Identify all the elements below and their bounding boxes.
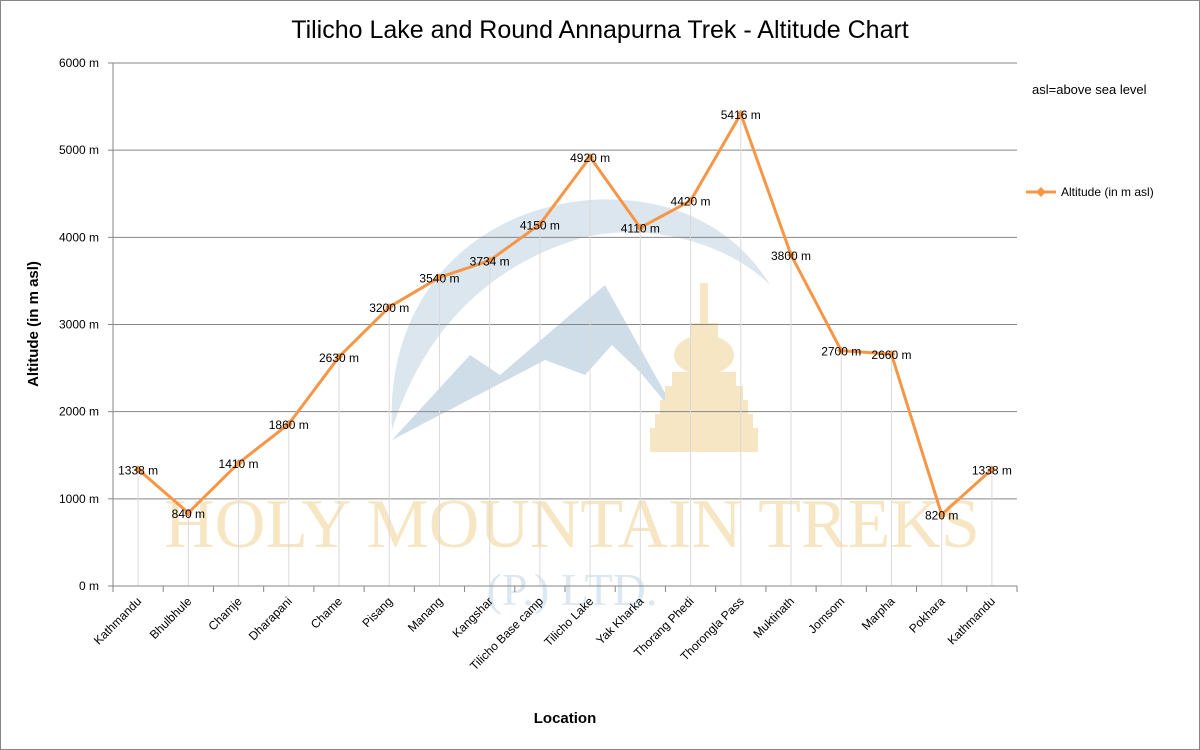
y-tick-label: 0 m [79, 579, 99, 593]
x-tick-label: Marpha [859, 594, 898, 633]
data-label: 840 m [172, 507, 205, 521]
data-point [535, 220, 544, 229]
x-tick-label: Chamje [206, 594, 245, 633]
gridlines [108, 62, 1017, 587]
y-tick-label: 5000 m [59, 143, 99, 157]
data-labels: 1338 m 840 m 1410 m 1860 m 2630 m 3200 m 3540 … [118, 108, 1012, 523]
x-tick-label: Kathmandu [91, 594, 144, 647]
axes [112, 63, 1018, 592]
x-tick-label: Muktinath [750, 594, 797, 641]
data-label: 1410 m [219, 457, 259, 471]
x-tick-label: Pisang [359, 594, 395, 630]
data-point [385, 303, 394, 312]
y-tick-label: 3000 m [59, 318, 99, 332]
legend: Altitude (in m asl) [1026, 185, 1154, 199]
data-label: 4920 m [570, 151, 610, 165]
data-point [134, 465, 143, 474]
data-label: 1860 m [269, 418, 309, 432]
watermark-arc [391, 199, 770, 430]
data-label: 1338 m [972, 463, 1012, 477]
data-point [837, 346, 846, 355]
data-point [485, 256, 494, 265]
data-label: 5416 m [721, 108, 761, 122]
y-tick-label: 4000 m [59, 230, 99, 244]
y-tick-labels: 0 m 1000 m 2000 m 3000 m 4000 m 5000 m 6000 m [59, 56, 99, 593]
watermark-mountain [392, 285, 680, 440]
y-tick-label: 2000 m [59, 405, 99, 419]
x-tick-label: Pokhara [906, 594, 948, 636]
data-label: 3200 m [369, 301, 409, 315]
data-point [937, 510, 946, 519]
x-tick-label: Bhulbhule [147, 594, 195, 642]
watermark-logo: HOLY MOUNTAIN TREKS (P.) LTD. [164, 199, 980, 615]
data-label: 4150 m [520, 218, 560, 232]
chart-title: Tilicho Lake and Round Annapurna Trek - … [291, 16, 909, 44]
data-point [736, 109, 745, 118]
x-tick-label: Manang [405, 594, 446, 635]
y-axis-title: Altitude (in m asl) [25, 261, 42, 387]
series-line [137, 112, 993, 516]
x-tick-label: Jomsom [805, 594, 847, 636]
data-label: 4420 m [671, 195, 711, 209]
data-point [787, 250, 795, 259]
data-label: 2660 m [871, 348, 911, 362]
data-point [586, 153, 595, 162]
data-point [435, 273, 444, 282]
data-label: 2630 m [319, 351, 359, 365]
data-point [636, 223, 645, 232]
watermark-text: HOLY MOUNTAIN TREKS [164, 486, 980, 563]
x-tick-label: Kangshar [450, 594, 496, 640]
data-label: 820 m [925, 509, 958, 523]
asl-note: asl=above sea level [1032, 82, 1147, 97]
data-label: 1338 m [118, 463, 158, 477]
data-label: 2700 m [821, 345, 861, 359]
data-point [234, 459, 243, 468]
data-label: 4110 m [621, 222, 660, 236]
data-label: 3734 m [470, 255, 510, 269]
data-point [987, 465, 996, 474]
x-tick-label: Dharapani [246, 594, 295, 643]
data-point [184, 508, 193, 517]
legend-marker [1036, 187, 1046, 197]
y-tick-label: 6000 m [59, 56, 99, 70]
legend-label: Altitude (in m asl) [1061, 185, 1154, 199]
series-altitude [134, 109, 996, 519]
data-point [284, 419, 293, 428]
data-point [686, 196, 695, 205]
x-axis-title: Location [534, 710, 597, 727]
x-tick-label: Chame [308, 594, 345, 631]
drop-lines [137, 113, 993, 586]
data-point [335, 352, 343, 361]
data-point [887, 350, 896, 359]
data-label: 3540 m [419, 271, 459, 285]
watermark-stupa-icon [650, 283, 758, 452]
data-label: 3800 m [771, 249, 811, 263]
x-tick-label: Kathmandu [945, 594, 998, 647]
y-tick-label: 1000 m [59, 492, 99, 506]
